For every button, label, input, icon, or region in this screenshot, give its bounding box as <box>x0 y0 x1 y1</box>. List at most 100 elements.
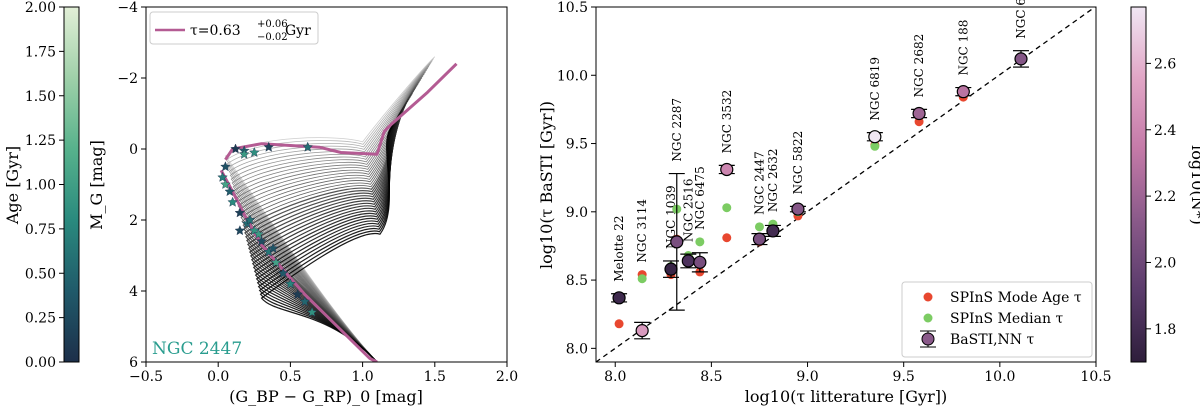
cmd-ytick-label: 6 <box>129 355 138 371</box>
cluster-point-group: NGC 5822 <box>789 131 806 221</box>
basti-point <box>868 130 882 144</box>
isochrone-line <box>228 64 431 362</box>
cluster-point-group: NGC 6819 <box>866 57 883 151</box>
median-age-point <box>695 237 705 247</box>
median-age-point <box>722 203 732 213</box>
cluster-label: NGC 2632 <box>766 148 780 212</box>
nstar-colorbar: 1.8 2.0 2.2 2.4 2.6 log10(N*) <box>1130 6 1200 363</box>
legend-mode-label: SPInS Mode Age τ <box>950 290 1082 306</box>
comparison-legend-box <box>901 281 1093 358</box>
star-marker <box>238 148 250 159</box>
basti-point <box>670 235 684 249</box>
cmd-ytick-label: 4 <box>129 284 138 300</box>
cluster-point-group: NGC 6475 <box>691 166 708 277</box>
cmd-xtick-label: 0.5 <box>279 369 301 385</box>
median-age-point <box>870 141 880 151</box>
star-marker <box>227 196 238 207</box>
comparison-xlabel: log10(τ litterature [Gyr]) <box>745 387 947 406</box>
cmd-ytick-label: 0 <box>129 142 138 158</box>
nstar-tick-label: 2.6 <box>1154 56 1176 72</box>
cluster-label: NGC 2682 <box>912 34 926 98</box>
cluster-label: NGC 2516 <box>681 179 695 243</box>
star-marker <box>263 141 274 152</box>
isochrone-lines <box>224 56 436 362</box>
cluster-point-group: NGC 3532 <box>718 90 735 243</box>
cluster-point-group: NGC 188 <box>955 20 972 102</box>
comparison-xtick-label: 9.0 <box>796 369 818 385</box>
cluster-label: NGC 6397 <box>1014 0 1028 39</box>
cmd-xtick-label: 1.5 <box>424 369 446 385</box>
age-colorbar-gradient <box>63 6 80 363</box>
star-marker <box>220 178 231 189</box>
age-comparison-panel: Melotte 22 NGC 3114 NGC 1039 NGC 2287 NGC 25… <box>537 0 1112 406</box>
basti-point <box>612 291 626 305</box>
cmd-legend-box <box>149 11 319 45</box>
comparison-xtick-label: 8.5 <box>700 369 722 385</box>
cmd-legend-label: τ=0.63 <box>190 23 241 39</box>
nstar-tick-label: 2.4 <box>1154 123 1176 139</box>
star-marker <box>248 146 260 158</box>
basti-point <box>912 106 926 121</box>
isochrone-line <box>231 69 427 362</box>
age-tick-label: 1.00 <box>25 178 56 194</box>
comparison-ytick-label: 10.0 <box>557 68 588 84</box>
cmd-ylabel: M_G [mag] <box>87 140 106 230</box>
legend-median-marker <box>923 313 933 323</box>
basti-point <box>720 162 734 177</box>
cluster-label: NGC 6819 <box>868 57 882 121</box>
cluster-label: NGC 2287 <box>670 98 684 162</box>
cmd-ytick-label: −4 <box>117 0 138 16</box>
star-marker <box>224 186 235 197</box>
legend-basti-label: BaSTI,NN τ <box>950 332 1034 348</box>
cmd-panel: −0.5 0.0 0.5 1.0 1.5 2.0 −4 −2 0 2 4 6 M_G [mag] (G… <box>87 0 518 406</box>
isochrone-line <box>230 67 429 362</box>
cluster-point-group: NGC 2447 <box>751 151 768 247</box>
basti-point <box>791 202 805 216</box>
cluster-point-group: NGC 2516 <box>680 179 697 269</box>
star-marker <box>299 296 311 307</box>
star-marker <box>244 214 256 225</box>
star-marker <box>277 267 289 278</box>
basti-point <box>693 255 707 269</box>
star-marker <box>230 143 241 154</box>
mode-age-point <box>722 233 732 243</box>
cluster-point-group: NGC 2682 <box>911 34 928 127</box>
comparison-xtick-label: 10.5 <box>1080 369 1111 385</box>
star-marker <box>285 278 296 289</box>
nstar-tick-label: 1.8 <box>1154 322 1176 338</box>
identity-line <box>595 6 1096 363</box>
fit-isochrone-upper <box>224 62 458 161</box>
comparison-xtick-label: 9.5 <box>893 369 915 385</box>
cmd-plot-frame <box>145 6 508 363</box>
age-tick-label: 0.00 <box>25 355 56 371</box>
comparison-ytick-label: 8.5 <box>566 273 588 289</box>
cmd-ytick-label: −2 <box>117 71 138 87</box>
cluster-label: Melotte 22 <box>612 215 626 281</box>
cmd-xtick-label: 1.0 <box>351 369 373 385</box>
comparison-legend: SPInS Mode Age τ SPInS Median τ BaSTI,NN… <box>901 281 1093 358</box>
age-tick-label: 0.50 <box>25 266 56 282</box>
nstar-colorbar-gradient <box>1130 6 1147 363</box>
legend-basti-marker <box>921 332 935 346</box>
legend-mode-marker <box>923 292 933 302</box>
median-age-point <box>637 274 647 284</box>
median-age-point <box>754 222 764 232</box>
basti-point <box>752 232 767 246</box>
cluster-label: NGC 6475 <box>693 166 707 230</box>
cluster-label: NGC 2447 <box>752 151 766 215</box>
cluster-label: NGC 5822 <box>791 131 805 195</box>
star-marker <box>256 235 267 246</box>
cmd-ytick-label: 2 <box>129 213 138 229</box>
star-marker <box>302 141 313 152</box>
nstar-tick-label: 2.2 <box>1154 189 1176 205</box>
star-marker <box>253 228 264 239</box>
nstar-colorbar-label: log10(N*) <box>1188 145 1200 225</box>
basti-point <box>635 323 649 338</box>
nstar-tick-label: 2.0 <box>1154 255 1176 271</box>
basti-point <box>956 85 970 99</box>
cluster-point-group: NGC 3114 <box>634 199 651 340</box>
star-marker <box>220 161 231 172</box>
cmd-xtick-label: 0.0 <box>207 369 229 385</box>
cluster-point-group: NGC 2287 <box>668 98 685 311</box>
